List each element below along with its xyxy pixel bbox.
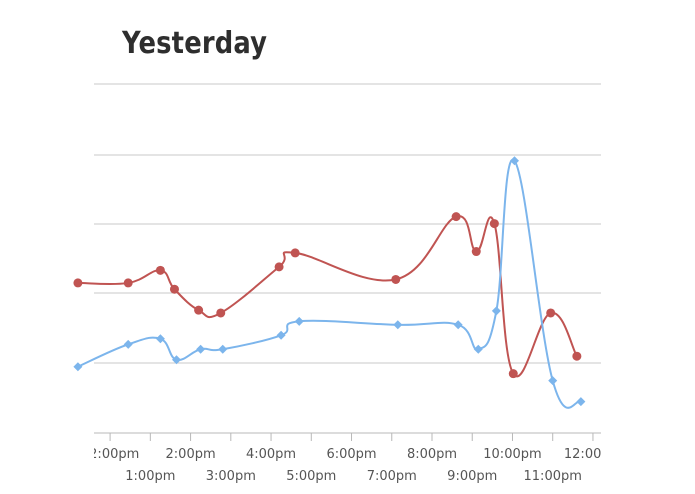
data-point: [489, 219, 499, 229]
x-axis: [94, 432, 601, 441]
data-point: [576, 397, 586, 407]
x-tick-label: 6:00pm: [326, 447, 376, 462]
data-point: [169, 284, 179, 294]
chart-title: Yesterday: [122, 26, 268, 61]
x-tick-label: 8:00pm: [407, 447, 457, 462]
grid-lines: [94, 83, 601, 364]
data-point: [393, 320, 403, 330]
data-point: [73, 278, 83, 288]
series-layer: [73, 156, 586, 409]
x-tick-label: 7:00pm: [367, 469, 417, 484]
data-point: [548, 376, 558, 386]
data-point: [572, 351, 582, 361]
data-point: [123, 278, 133, 288]
x-tick-label: 3:00pm: [206, 469, 256, 484]
series-line: [77, 158, 582, 409]
data-point: [194, 305, 204, 315]
data-point: [290, 248, 300, 258]
series-1: [73, 212, 582, 379]
data-point: [155, 334, 165, 344]
data-point: [274, 262, 284, 272]
data-point: [509, 156, 519, 166]
x-tick-label: 11:00pm: [524, 469, 582, 484]
data-point: [451, 212, 461, 222]
data-point: [471, 247, 481, 257]
data-point: [508, 369, 518, 379]
data-point: [546, 308, 556, 318]
data-point: [196, 344, 206, 354]
series-2: [73, 156, 586, 409]
x-tick-label: 10:00pm: [483, 447, 541, 462]
x-axis-labels: 12:00pm 1:00pm 2:00pm 3:00pm 4:00pm 5:00pm 6:0…: [81, 447, 622, 484]
data-point: [453, 320, 463, 330]
data-point: [123, 339, 133, 349]
data-point: [218, 344, 228, 354]
data-point: [73, 362, 83, 372]
data-point: [171, 355, 181, 365]
x-tick-label: 1:00pm: [125, 469, 175, 484]
x-tick-label: 5:00pm: [286, 469, 336, 484]
x-tick-label: 9:00pm: [447, 469, 497, 484]
x-tick-label: 2:00pm: [166, 447, 216, 462]
x-tick-label: 4:00pm: [246, 447, 296, 462]
data-point: [294, 316, 304, 326]
data-point: [391, 274, 401, 284]
series-line: [77, 215, 578, 378]
data-point: [216, 308, 226, 318]
data-point: [491, 306, 501, 316]
x-tick-label: 12:00pm: [81, 447, 139, 462]
data-point: [473, 344, 483, 354]
data-point: [276, 330, 286, 340]
x-tick-label: 12:00am: [564, 447, 622, 462]
data-point: [155, 265, 165, 275]
